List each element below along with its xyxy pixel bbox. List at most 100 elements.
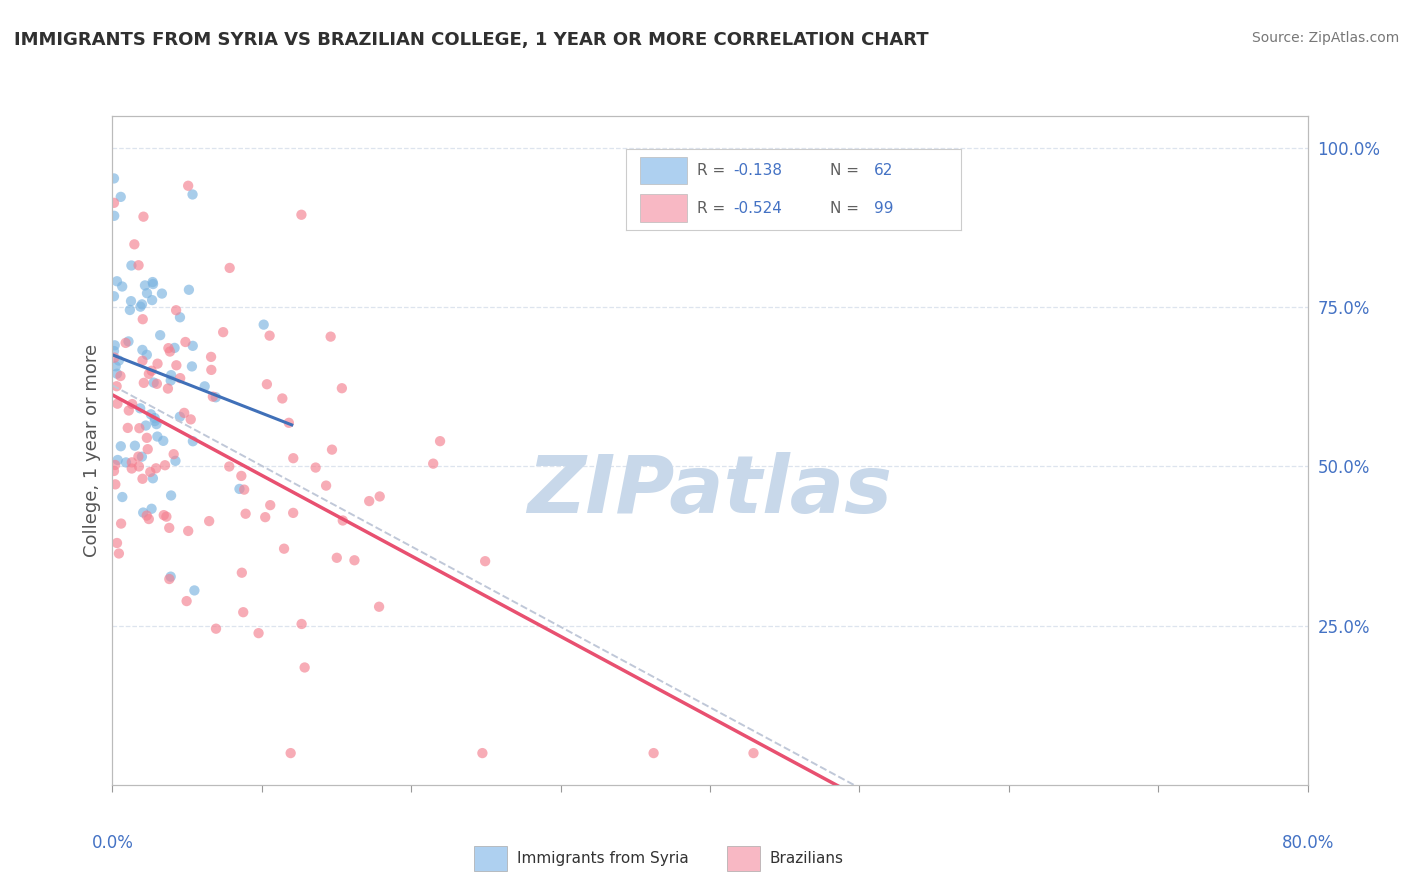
Point	[155, 509, 177, 524]
Point	[152, 434, 174, 448]
Point	[273, 541, 295, 556]
Point	[231, 469, 253, 483]
Point	[160, 488, 183, 502]
Point	[181, 187, 204, 202]
Point	[160, 368, 183, 383]
Point	[165, 303, 187, 318]
Point	[138, 367, 160, 381]
Text: IMMIGRANTS FROM SYRIA VS BRAZILIAN COLLEGE, 1 YEAR OR MORE CORRELATION CHART: IMMIGRANTS FROM SYRIA VS BRAZILIAN COLLE…	[14, 31, 929, 49]
Point	[135, 348, 157, 362]
Point	[359, 494, 381, 508]
Point	[157, 521, 180, 535]
Point	[108, 353, 131, 368]
Text: 80.0%: 80.0%	[1281, 834, 1334, 852]
Point	[165, 359, 187, 373]
Point	[143, 414, 166, 428]
Point	[103, 344, 125, 359]
Point	[127, 450, 149, 464]
Point	[149, 328, 172, 343]
Point	[132, 210, 155, 224]
Point	[142, 376, 165, 390]
Point	[135, 418, 157, 433]
Point	[110, 369, 132, 384]
Point	[304, 460, 326, 475]
Point	[212, 325, 235, 339]
Point	[103, 464, 125, 478]
Point	[107, 397, 129, 411]
Bar	[474, 847, 508, 871]
Point	[120, 259, 142, 273]
Point	[194, 379, 217, 393]
Point	[283, 451, 305, 466]
Point	[132, 506, 155, 520]
Text: R =: R =	[696, 162, 730, 178]
Point	[198, 514, 221, 528]
Point	[118, 403, 141, 417]
Point	[474, 554, 496, 568]
Point	[114, 335, 136, 350]
Point	[291, 617, 314, 632]
Point	[181, 339, 204, 353]
Point	[321, 442, 343, 457]
Text: Immigrants from Syria: Immigrants from Syria	[516, 851, 689, 866]
Point	[146, 357, 169, 371]
Point	[117, 334, 139, 349]
Point	[201, 390, 224, 404]
Point	[283, 506, 305, 520]
Point	[104, 477, 127, 491]
Point	[183, 583, 205, 598]
Point	[146, 376, 169, 391]
Point	[129, 300, 152, 314]
Point	[159, 344, 181, 359]
Point	[124, 237, 146, 252]
Point	[128, 459, 150, 474]
Point	[256, 377, 278, 392]
Point	[105, 274, 128, 288]
Point	[218, 459, 240, 474]
Point	[643, 746, 665, 760]
Point	[115, 455, 138, 469]
Point	[105, 367, 128, 381]
Point	[253, 318, 276, 332]
Point	[131, 297, 153, 311]
Point	[104, 338, 127, 352]
Point	[232, 605, 254, 619]
Point	[131, 353, 153, 368]
Bar	[640, 157, 686, 184]
Point	[110, 516, 132, 531]
Point	[103, 289, 125, 303]
Point	[105, 536, 128, 550]
Point	[159, 374, 181, 388]
Point	[103, 209, 125, 223]
Point	[174, 334, 197, 349]
Point	[235, 507, 257, 521]
Point	[153, 458, 176, 473]
Point	[471, 746, 494, 760]
Text: -0.524: -0.524	[734, 201, 782, 216]
Point	[228, 482, 250, 496]
Point	[254, 510, 277, 524]
Point	[142, 471, 165, 485]
Text: -0.138: -0.138	[734, 162, 783, 178]
Point	[205, 622, 228, 636]
Point	[330, 381, 353, 395]
Point	[103, 351, 125, 365]
Point	[131, 472, 153, 486]
Point	[429, 434, 451, 449]
Text: ZIPatlas: ZIPatlas	[527, 451, 893, 530]
Point	[136, 286, 159, 301]
Text: N =: N =	[831, 162, 865, 178]
Point	[111, 490, 134, 504]
Point	[118, 303, 141, 318]
Point	[152, 508, 174, 522]
Point	[139, 465, 162, 479]
Point	[111, 279, 134, 293]
Point	[131, 343, 153, 357]
Point	[121, 397, 143, 411]
Point	[121, 455, 143, 469]
Point	[104, 359, 127, 374]
Point	[218, 260, 240, 275]
Point	[204, 390, 226, 404]
Point	[104, 458, 127, 472]
Point	[146, 429, 169, 443]
